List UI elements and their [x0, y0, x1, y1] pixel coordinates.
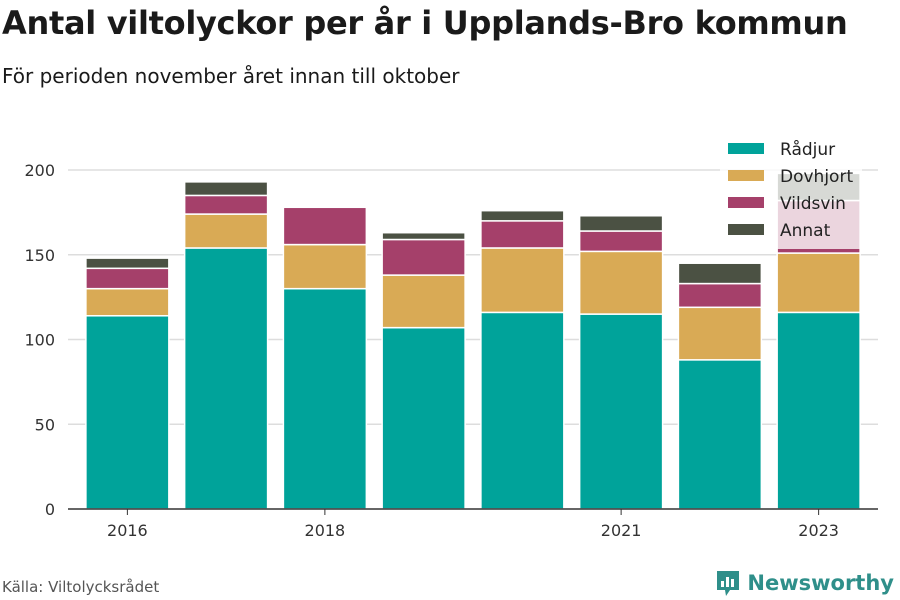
- bar-segment-annat: [183, 181, 269, 197]
- x-tick-label: 2016: [107, 521, 148, 540]
- legend-swatch-dovhjort: [728, 170, 764, 181]
- bar-segment-rådjur: [85, 315, 170, 510]
- axes: 0 50 100 150 200 2016 2018 2021 2023: [24, 161, 878, 540]
- legend-label-dovhjort: Dovhjort: [780, 167, 853, 187]
- y-tick-label: 0: [45, 500, 55, 519]
- brand-logo: Newsworthy: [715, 568, 894, 598]
- bar-segment-dovhjort: [480, 247, 565, 314]
- bar-segment-rådjur: [282, 287, 368, 510]
- bar-segment-vildsvin: [183, 194, 269, 215]
- bar-segment-vildsvin: [677, 282, 763, 309]
- legend-swatch-annat: [728, 224, 764, 235]
- x-tick-label: 2023: [798, 521, 839, 540]
- y-tick-label: 200: [24, 161, 55, 180]
- bar-segment-vildsvin: [480, 220, 565, 249]
- newsworthy-logo-icon: [717, 571, 740, 596]
- chart-title: Antal viltolyckor per år i Upplands-Bro …: [2, 4, 848, 42]
- bar-segment-annat: [578, 215, 664, 232]
- x-tick-label: 2018: [305, 521, 346, 540]
- bar-segment-dovhjort: [183, 213, 269, 249]
- y-tick-label: 100: [24, 331, 55, 350]
- bar-segment-vildsvin: [578, 230, 664, 253]
- legend: Rådjur Dovhjort Vildsvin Annat: [720, 133, 862, 249]
- y-tick-label: 150: [24, 246, 55, 265]
- bar-segment-dovhjort: [282, 243, 368, 290]
- bar-segment-rådjur: [677, 359, 763, 510]
- bar-segment-rådjur: [381, 326, 466, 510]
- legend-swatch-rådjur: [728, 143, 764, 154]
- bar-segment-dovhjort: [578, 250, 664, 315]
- bar-segment-dovhjort: [85, 287, 170, 317]
- bar-segment-vildsvin: [381, 238, 466, 276]
- bar-segment-annat: [85, 257, 170, 270]
- source-note: Källa: Viltolycksrådet: [2, 578, 160, 596]
- chart-subtitle: För perioden november året innan till ok…: [2, 64, 460, 88]
- bar-segment-rådjur: [480, 311, 565, 510]
- y-tick-label: 50: [35, 415, 55, 434]
- bar-segment-rådjur: [776, 311, 861, 510]
- bar-segment-annat: [381, 231, 466, 241]
- brand-name: Newsworthy: [747, 571, 894, 595]
- x-tick-label: 2021: [601, 521, 642, 540]
- legend-label-vildsvin: Vildsvin: [780, 194, 846, 214]
- bar-segment-dovhjort: [677, 306, 763, 361]
- bar-segment-rådjur: [183, 247, 269, 510]
- bar-segment-dovhjort: [381, 274, 466, 329]
- bar-segment-vildsvin: [282, 206, 368, 246]
- bar-segment-annat: [677, 262, 763, 285]
- bar-segment-vildsvin: [85, 267, 170, 290]
- bar-segment-annat: [480, 209, 565, 222]
- legend-label-annat: Annat: [780, 221, 831, 241]
- bar-segment-dovhjort: [776, 252, 861, 314]
- legend-swatch-vildsvin: [728, 197, 764, 208]
- bar-segment-rådjur: [578, 313, 664, 510]
- legend-label-rådjur: Rådjur: [780, 139, 835, 160]
